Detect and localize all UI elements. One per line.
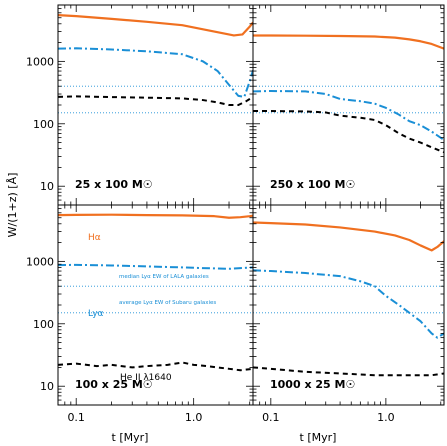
- series-line-heii: [58, 361, 253, 372]
- series-line-halpha: [58, 14, 253, 37]
- series-line-lya: [58, 47, 253, 98]
- x-tick-label: 0.1: [262, 411, 280, 424]
- series-line-lya: [58, 263, 253, 270]
- x-tick-label: 1.0: [377, 411, 395, 424]
- panel-top-right: 250 x 100 M☉: [252, 4, 445, 206]
- series-line-heii: [58, 95, 253, 106]
- series-line-halpha: [58, 213, 253, 219]
- y-tick-label: 100: [33, 318, 54, 331]
- annotation-average: average Lyα EW of Subaru galaxies: [119, 300, 216, 306]
- series-group: [253, 34, 444, 154]
- series-line-lya: [253, 90, 444, 141]
- annotation-heii: He II λ1640: [120, 373, 172, 383]
- panel-label: 100 x 25 M☉: [75, 378, 153, 391]
- x-axis-label: t [Myr]: [112, 431, 149, 444]
- y-tick-label: 10: [40, 380, 54, 393]
- y-tick-label: 1000: [26, 55, 54, 68]
- series-group: [58, 213, 253, 372]
- panel-label: 1000 x 25 M☉: [270, 378, 355, 391]
- series-line-halpha: [253, 34, 444, 50]
- panel-top-left: 10 100 1000 25 x 100 M☉: [26, 4, 254, 206]
- panel-bottom-left: 10 100 1000 0.1 1.0 100 x 25 M☉: [26, 204, 254, 424]
- annotation-halpha: Hα: [88, 233, 101, 243]
- x-tick-label: 1.0: [185, 411, 203, 424]
- x-axis-label-right: t [Myr]: [300, 431, 337, 444]
- panel-label: 250 x 100 M☉: [270, 178, 355, 191]
- x-tick-label: 0.1: [67, 411, 85, 424]
- series-line-halpha: [253, 221, 444, 252]
- panel-label: 25 x 100 M☉: [75, 178, 153, 191]
- y-tick-label: 1000: [26, 255, 54, 268]
- series-group: [253, 221, 444, 377]
- panel-bottom-right: 0.1 1.0 1000 x 25 M☉: [252, 204, 445, 424]
- y-axis-label: W/(1+z) [Å]: [6, 173, 19, 238]
- annotation-lya: Lyα: [88, 309, 104, 319]
- series-line-heii: [253, 110, 444, 154]
- annotation-median: median Lyα EW of LALA galaxies: [119, 274, 209, 280]
- panel-frame: [57, 4, 254, 206]
- series-group: [58, 14, 253, 106]
- series-line-lya: [253, 269, 444, 339]
- y-tick-label: 100: [33, 118, 54, 131]
- series-line-heii: [253, 366, 444, 377]
- y-tick-label: 10: [40, 180, 54, 193]
